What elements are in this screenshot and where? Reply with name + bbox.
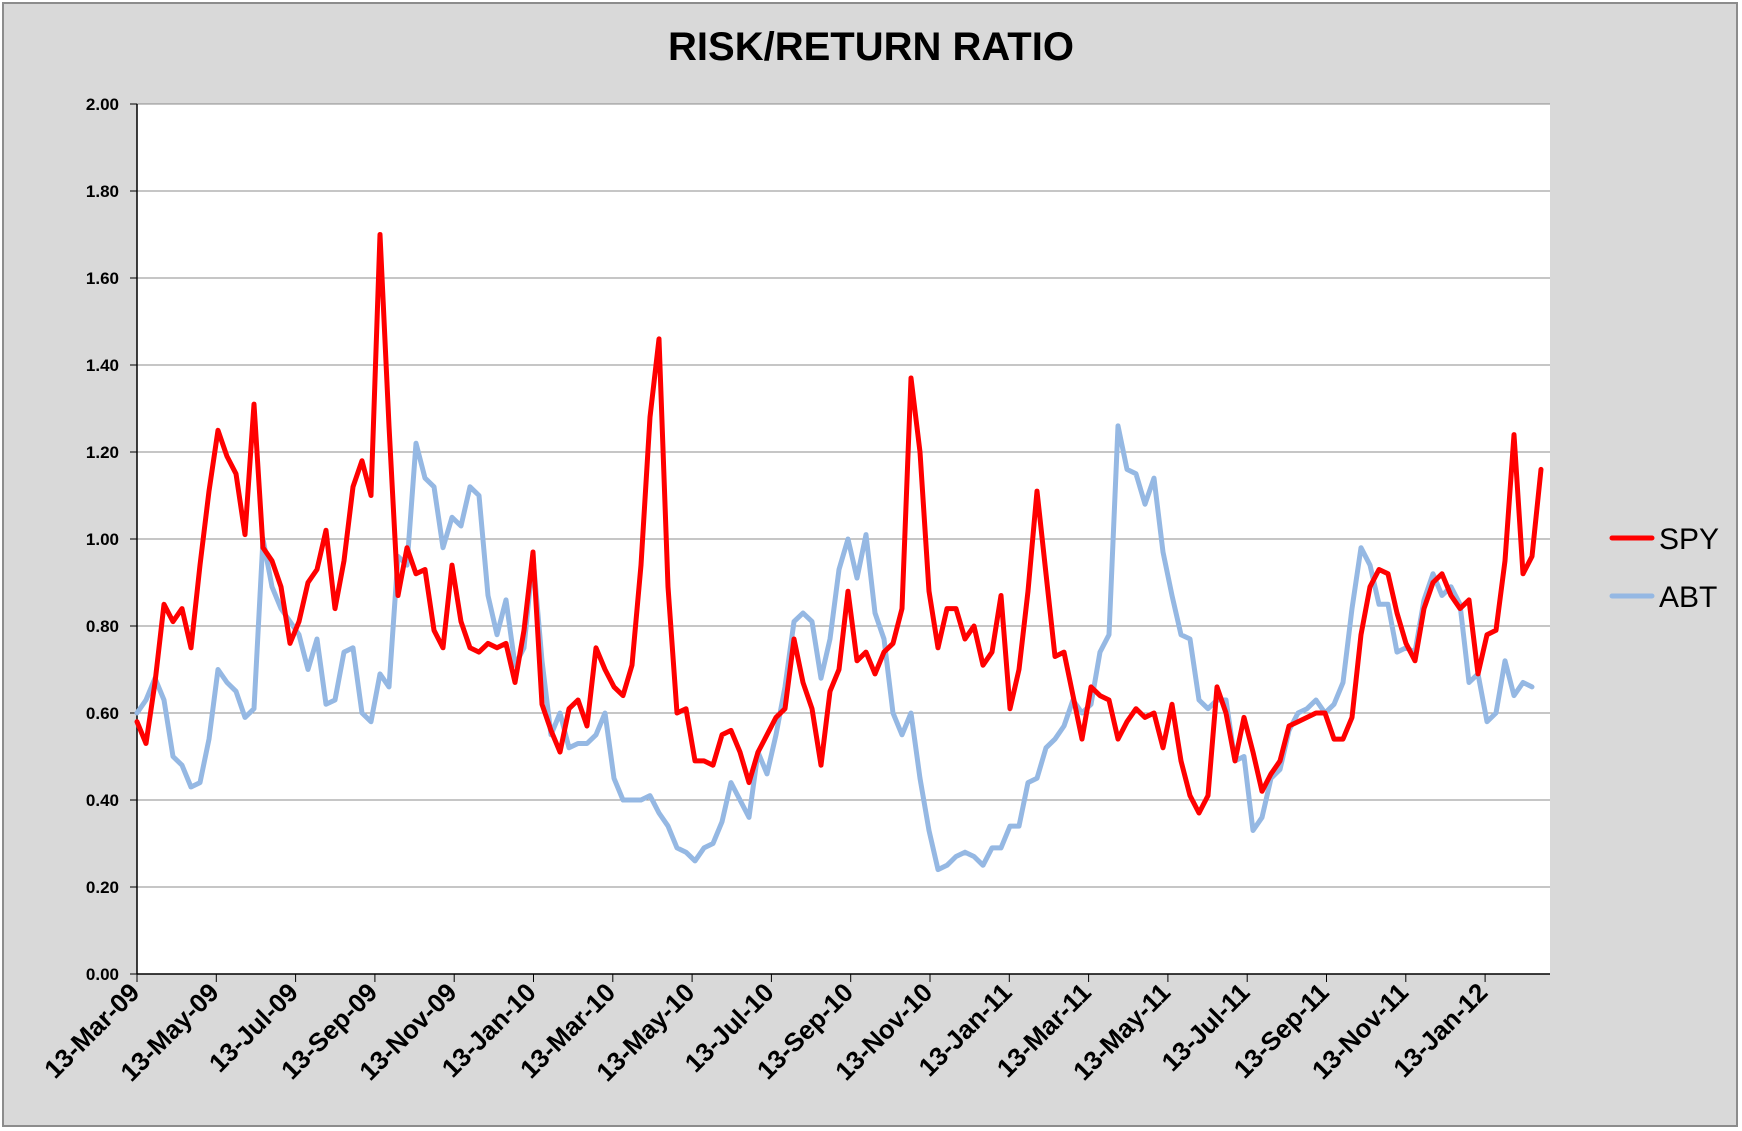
legend: SPY ABT [1609,523,1719,614]
y-tick-label: 0.60 [86,704,119,723]
x-axis-ticks: 13-Mar-0913-May-0913-Jul-0913-Sep-0913-N… [38,974,1493,1087]
y-tick-label: 0.20 [86,878,119,897]
y-axis-ticks: 0.00 0.20 0.40 0.60 0.80 1.00 1.20 1.40 1.60 1.80… [86,95,119,984]
y-tick-label: 1.80 [86,182,119,201]
legend-label-spy: SPY [1659,523,1719,556]
y-tick-label: 0.80 [86,617,119,636]
legend-label-abt: ABT [1659,581,1717,614]
y-tick-label: 1.20 [86,443,119,462]
y-tick-label: 1.40 [86,356,119,375]
y-tick-label: 0.40 [86,791,119,810]
y-tick-label: 0.00 [86,965,119,984]
series-line-spy [134,232,1544,816]
y-tick-label: 1.00 [86,530,119,549]
y-tick-label: 1.60 [86,269,119,288]
chart-title: RISK/RETURN RATIO [668,25,1074,69]
series-line-abt [134,423,1535,873]
y-tick-label: 2.00 [86,95,119,114]
series-lines [134,232,1544,873]
